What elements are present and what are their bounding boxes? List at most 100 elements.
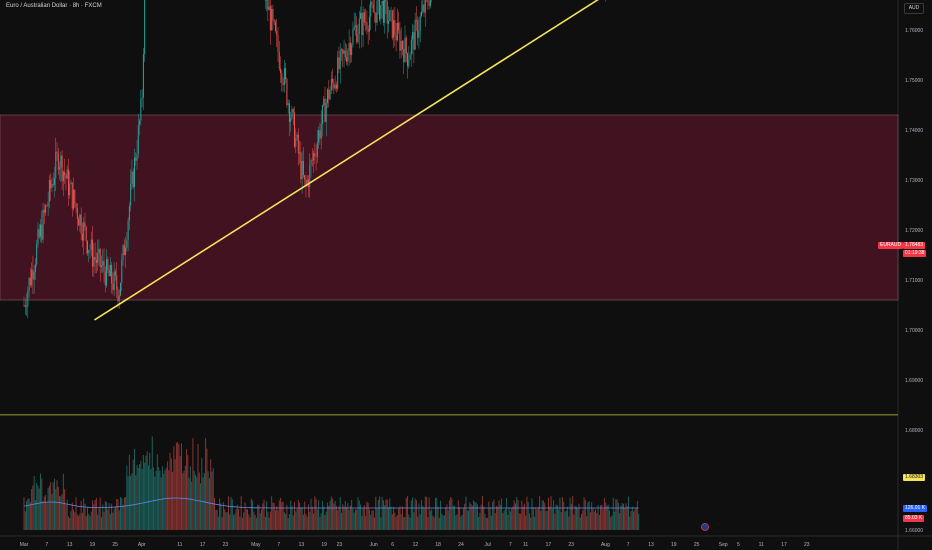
volume-bar — [24, 511, 26, 530]
candle-body — [306, 179, 308, 185]
candle-body — [135, 157, 137, 161]
time-axis-tick: 17 — [200, 542, 206, 548]
volume-bar — [132, 459, 134, 530]
candle-body — [361, 13, 363, 36]
volume-bar — [178, 444, 180, 530]
volume-bar — [522, 506, 524, 530]
volume-bar — [64, 489, 66, 530]
currency-badge[interactable]: AUD — [904, 3, 924, 14]
candle-body — [304, 175, 306, 180]
candle-body — [67, 169, 69, 196]
volume-bar — [61, 494, 63, 530]
volume-bar — [513, 500, 515, 530]
volume-bar — [372, 510, 374, 530]
volume-bar — [375, 496, 377, 530]
volume-bar — [183, 471, 185, 530]
volume-bar — [484, 514, 486, 530]
volume-bar — [540, 510, 542, 530]
volume-bar — [48, 485, 50, 530]
volume-bar — [568, 516, 570, 530]
candle-body — [45, 205, 47, 213]
volume-bar — [130, 475, 132, 530]
volume-bar — [490, 515, 492, 530]
time-axis-tick: 17 — [546, 542, 552, 548]
volume-bar — [358, 500, 360, 530]
candle-body — [23, 305, 25, 306]
candle-body — [371, 1, 373, 5]
volume-bar — [174, 459, 176, 530]
candle-body — [393, 20, 395, 38]
volume-bar — [514, 503, 516, 530]
candle-body — [75, 203, 77, 208]
triangle-lower-line — [93, 0, 599, 321]
candle-body — [327, 89, 329, 104]
candle-body — [316, 142, 318, 157]
candle-body — [415, 19, 417, 21]
time-axis-tick: 25 — [112, 542, 118, 548]
volume-bar — [83, 498, 85, 530]
candle-body — [95, 259, 97, 263]
volume-bar — [506, 498, 508, 530]
volume-bar — [523, 503, 525, 530]
volume-bar — [584, 499, 586, 530]
volume-bar — [431, 509, 433, 530]
candle-body — [417, 20, 419, 38]
time-axis-tick: 25 — [694, 542, 700, 548]
volume-bar — [47, 487, 49, 530]
candle-body — [408, 59, 410, 67]
candle-body — [363, 12, 365, 23]
volume-bar — [466, 510, 468, 530]
volume-bar — [602, 509, 604, 530]
volume-bar — [238, 508, 240, 530]
candle-body — [133, 157, 135, 188]
volume-bar — [577, 508, 579, 530]
volume-bar — [160, 477, 162, 530]
volume-bar — [517, 500, 519, 530]
volume-bar — [507, 514, 509, 530]
volume-bar — [172, 471, 174, 530]
volume-bar — [376, 508, 378, 530]
volume-bar — [592, 508, 594, 530]
volume-bar — [456, 514, 458, 530]
candle-body — [382, 0, 384, 23]
volume-bar — [384, 505, 386, 530]
candle-body — [34, 264, 36, 272]
candle-body — [78, 219, 80, 226]
candle-body — [296, 134, 298, 139]
volume-bar — [196, 477, 198, 530]
volume-bar — [53, 478, 55, 530]
volume-bar — [399, 506, 401, 530]
volume-bar — [278, 500, 280, 530]
volume-bar — [478, 516, 480, 530]
volume-bar — [338, 506, 340, 530]
candle-body — [92, 239, 94, 267]
volume-bar — [116, 499, 118, 530]
volume-bar — [361, 515, 363, 530]
volume-bar — [149, 452, 151, 530]
volume-bar — [343, 506, 345, 530]
candle-body — [297, 134, 299, 154]
candle-body — [60, 155, 62, 168]
volume-bar — [610, 516, 612, 530]
volume-bar — [380, 517, 382, 530]
volume-bar — [97, 514, 99, 530]
candle-body — [324, 98, 326, 123]
volume-bar — [325, 511, 327, 530]
volume-bar — [99, 497, 101, 530]
volume-bar — [216, 509, 218, 530]
price-axis-tick: 1.70000 — [905, 328, 923, 334]
candle-body — [127, 220, 129, 241]
candle-body — [73, 189, 75, 209]
volume-bar — [387, 507, 389, 530]
volume-bar — [200, 483, 202, 530]
volume-bar — [43, 496, 45, 530]
candle-body — [395, 35, 397, 41]
volume-bar — [563, 501, 565, 530]
volume-bar — [65, 504, 67, 530]
candle-body — [123, 245, 125, 256]
time-axis-tick: 19 — [671, 542, 677, 548]
candle-body — [375, 12, 377, 23]
candle-body — [301, 160, 303, 180]
volume-bar — [368, 509, 370, 530]
